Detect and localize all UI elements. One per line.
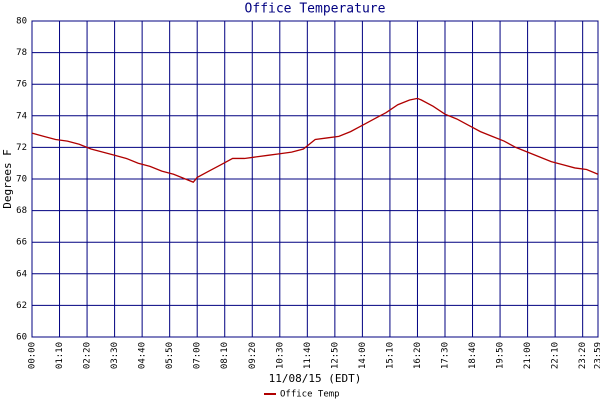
data-line bbox=[31, 97, 599, 183]
x-tick-label: 01:10 bbox=[55, 342, 65, 369]
y-tick-label: 66 bbox=[16, 238, 27, 248]
x-tick-label: 11:40 bbox=[303, 342, 313, 369]
x-tick-label: 09:20 bbox=[248, 342, 258, 369]
y-tick-label: 64 bbox=[16, 269, 27, 279]
y-tick-label: 76 bbox=[16, 80, 27, 90]
y-tick-label: 72 bbox=[16, 143, 27, 153]
x-tick-label: 02:20 bbox=[83, 342, 93, 369]
y-tick-label: 68 bbox=[16, 206, 27, 216]
x-tick-label: 08:10 bbox=[220, 342, 230, 369]
chart-title: Office Temperature bbox=[245, 2, 386, 17]
x-tick-label: 07:00 bbox=[193, 342, 203, 369]
x-tick-label: 14:00 bbox=[358, 342, 368, 369]
x-tick-label: 18:40 bbox=[468, 342, 478, 369]
x-tick-label: 23:59 bbox=[594, 342, 600, 369]
x-tick-label: 05:50 bbox=[165, 342, 175, 369]
y-axis-label: Degrees F bbox=[1, 149, 14, 209]
x-tick-label: 23:20 bbox=[578, 342, 588, 369]
x-axis-label: 11/08/15 (EDT) bbox=[269, 372, 362, 385]
y-tick-label: 60 bbox=[16, 333, 27, 343]
x-tick-label: 16:20 bbox=[413, 342, 423, 369]
legend-label: Office Temp bbox=[280, 390, 340, 400]
x-tick-label: 12:50 bbox=[330, 342, 340, 369]
x-tick-label: 04:40 bbox=[138, 342, 148, 369]
y-tick-label: 70 bbox=[16, 175, 27, 185]
x-tick-label: 10:30 bbox=[275, 342, 285, 369]
y-tick-label: 80 bbox=[16, 17, 27, 27]
y-tick-label: 78 bbox=[16, 48, 27, 58]
x-tick-label: 00:00 bbox=[28, 342, 38, 369]
x-tick-label: 03:30 bbox=[110, 342, 120, 369]
x-tick-label: 22:10 bbox=[551, 342, 561, 369]
y-tick-label: 74 bbox=[16, 111, 27, 121]
x-tick-label: 15:10 bbox=[385, 342, 395, 369]
x-tick-label: 21:00 bbox=[523, 342, 533, 369]
y-tick-label: 62 bbox=[16, 301, 27, 311]
x-tick-label: 19:50 bbox=[496, 342, 506, 369]
x-tick-label: 17:30 bbox=[440, 342, 450, 369]
